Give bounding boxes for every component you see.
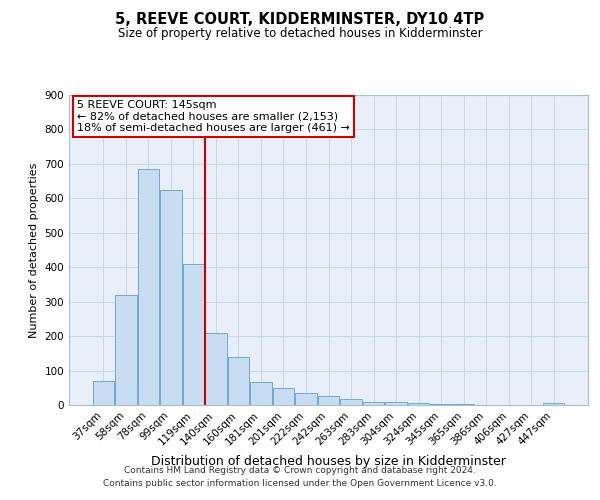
Bar: [408, 404, 429, 405]
Bar: [250, 382, 272, 405]
Bar: [318, 396, 339, 405]
Bar: [295, 393, 317, 405]
Bar: [340, 399, 362, 405]
Bar: [228, 357, 249, 405]
X-axis label: Distribution of detached houses by size in Kidderminster: Distribution of detached houses by size …: [151, 455, 506, 468]
Bar: [453, 404, 475, 405]
Bar: [273, 388, 294, 405]
Bar: [430, 404, 452, 405]
Bar: [363, 402, 384, 405]
Bar: [205, 332, 227, 405]
Text: Contains HM Land Registry data © Crown copyright and database right 2024.
Contai: Contains HM Land Registry data © Crown c…: [103, 466, 497, 487]
Bar: [160, 190, 182, 405]
Bar: [92, 381, 114, 405]
Bar: [182, 264, 204, 405]
Text: 5 REEVE COURT: 145sqm
← 82% of detached houses are smaller (2,153)
18% of semi-d: 5 REEVE COURT: 145sqm ← 82% of detached …: [77, 100, 350, 133]
Text: Size of property relative to detached houses in Kidderminster: Size of property relative to detached ho…: [118, 28, 482, 40]
Y-axis label: Number of detached properties: Number of detached properties: [29, 162, 39, 338]
Bar: [137, 169, 159, 405]
Text: 5, REEVE COURT, KIDDERMINSTER, DY10 4TP: 5, REEVE COURT, KIDDERMINSTER, DY10 4TP: [115, 12, 485, 28]
Bar: [543, 404, 565, 405]
Bar: [115, 295, 137, 405]
Bar: [385, 402, 407, 405]
